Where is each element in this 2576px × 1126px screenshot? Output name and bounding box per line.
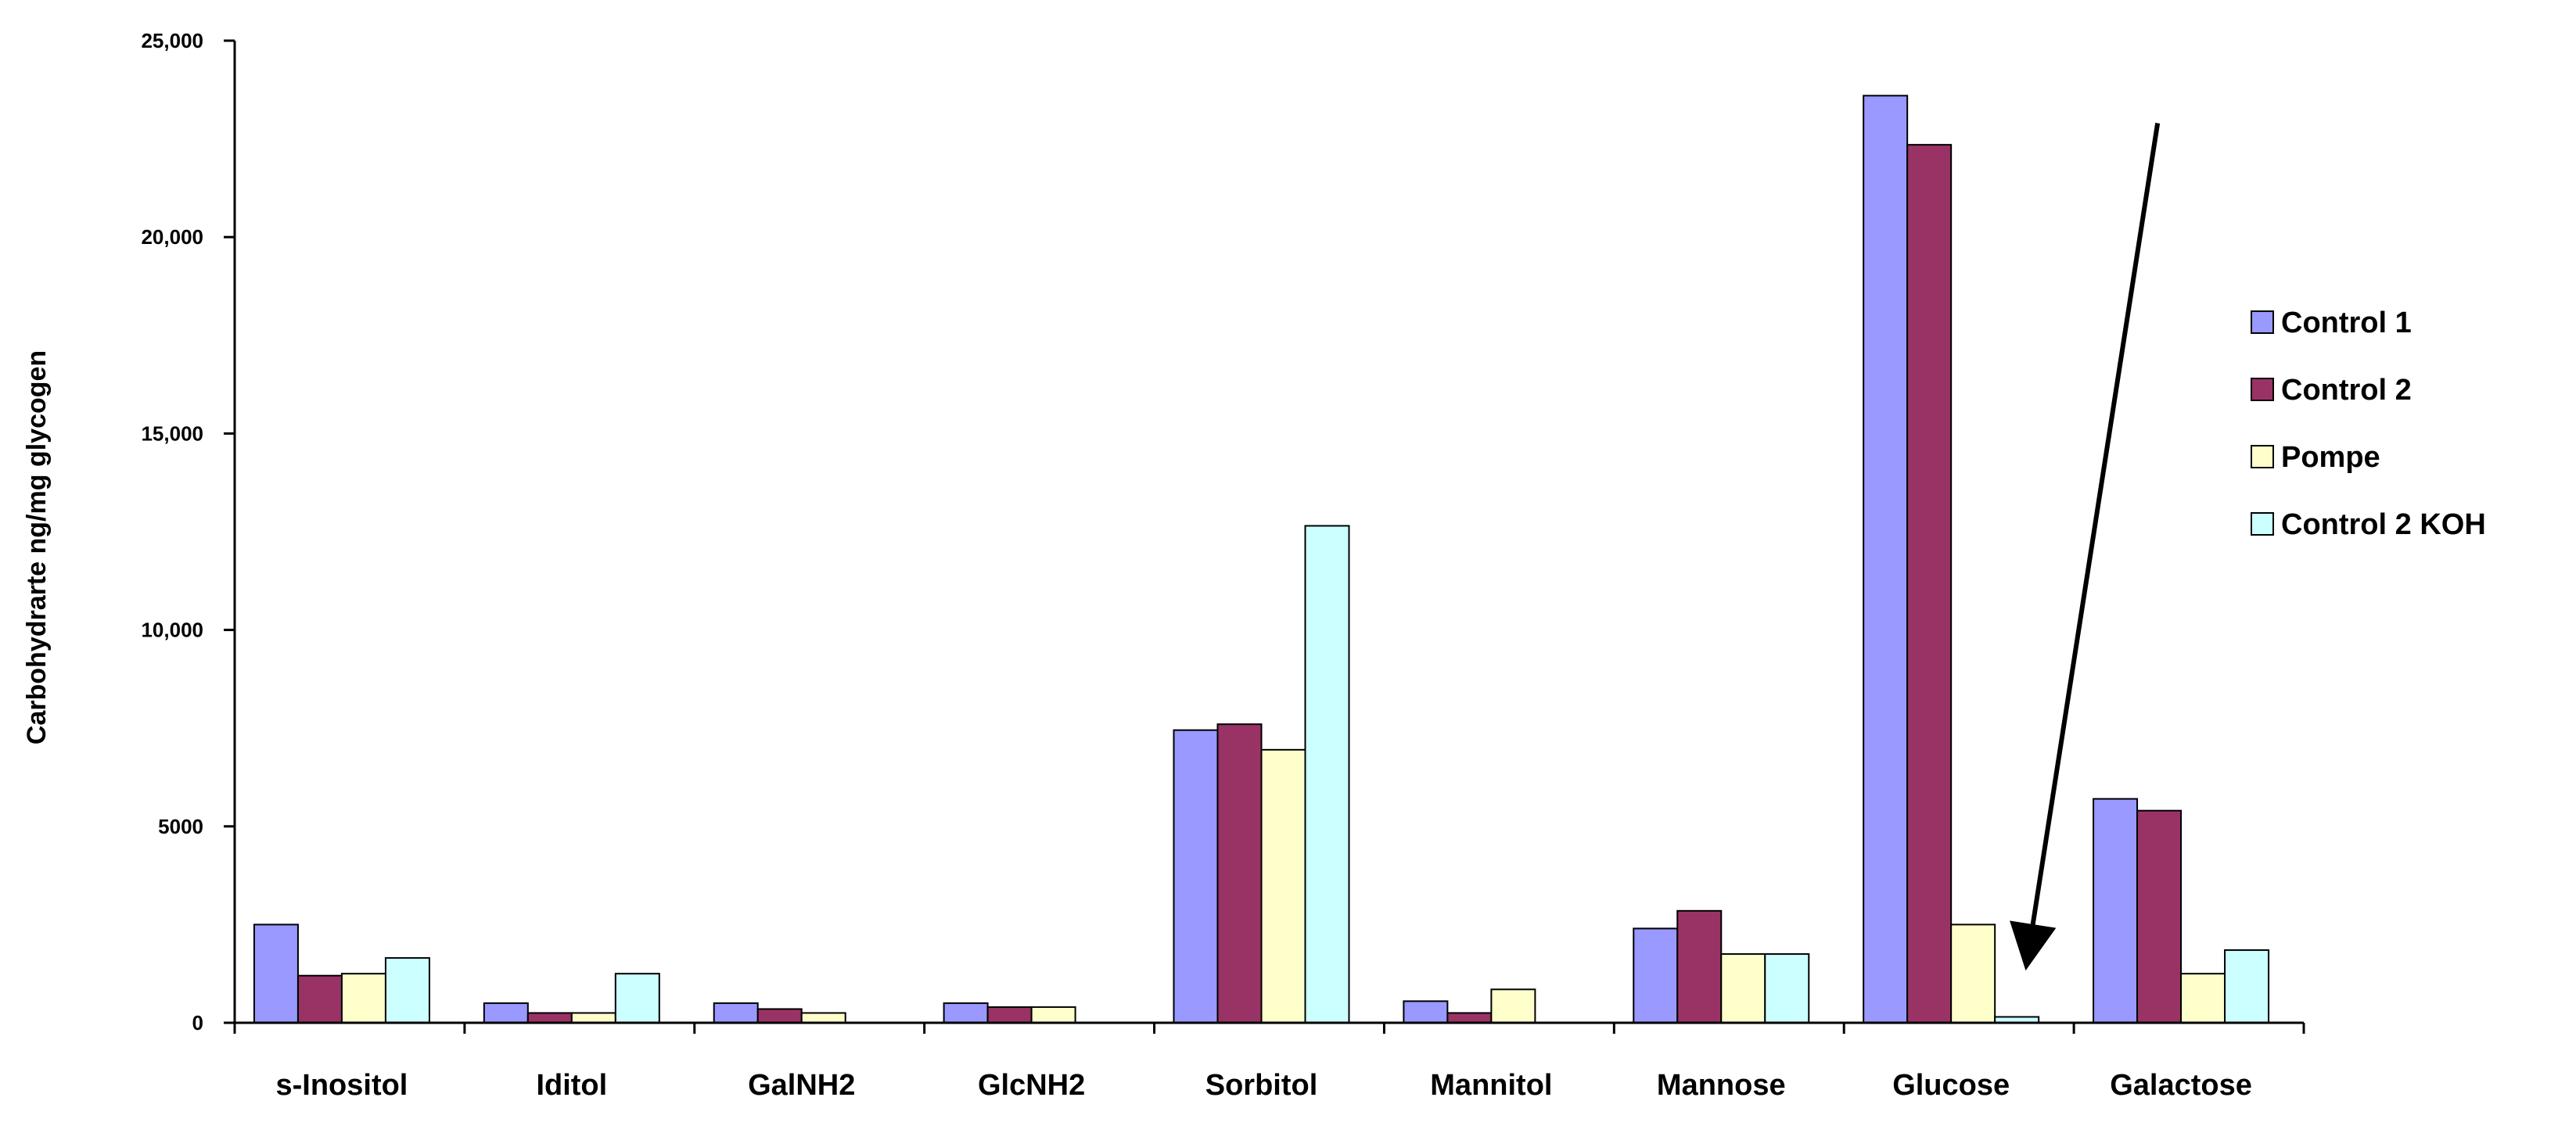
- bar-s-inositol-control-1: [253, 923, 299, 1024]
- bar-galactose-control-2-koh: [2224, 949, 2270, 1024]
- legend-label: Control 1: [2281, 307, 2412, 339]
- bar-mannose-control-2: [1676, 909, 1723, 1024]
- category-label: GlcNH2: [978, 1069, 1085, 1102]
- legend-swatch: [2251, 512, 2274, 536]
- bar-s-inositol-pompe: [340, 973, 386, 1024]
- legend-label: Control 2: [2281, 374, 2412, 407]
- bar-glucose-control-2: [1906, 144, 1953, 1024]
- legend: Control 1 Control 2 Pompe Control 2 KOH: [2251, 307, 2486, 541]
- category-label: Sorbitol: [1205, 1069, 1318, 1102]
- bar-sorbitol-control-2: [1216, 723, 1263, 1024]
- axes: [227, 41, 2304, 1024]
- bar-sorbitol-pompe: [1260, 748, 1306, 1024]
- bar-galnh2-pompe: [800, 1012, 846, 1024]
- legend-swatch: [2251, 378, 2274, 401]
- y-tick-label: 10,000: [141, 619, 203, 642]
- category-label: Mannitol: [1430, 1069, 1552, 1102]
- category-label: Mannose: [1657, 1069, 1786, 1102]
- category-label: GalNH2: [748, 1069, 855, 1102]
- y-tick-label: 0: [192, 1011, 203, 1035]
- y-tick-label: 20,000: [141, 225, 203, 249]
- y-tick-label: 25,000: [141, 29, 203, 52]
- bars: [253, 95, 2270, 1024]
- bar-glucose-pompe: [1950, 923, 1996, 1024]
- annotation-arrow: [2010, 123, 2161, 971]
- bar-iditol-control-1: [483, 1002, 529, 1024]
- bar-s-inositol-control-2-koh: [384, 957, 430, 1024]
- bar-galnh2-control-2: [756, 1008, 803, 1024]
- category-label: Glucose: [1892, 1069, 2010, 1102]
- bar-mannitol-control-2: [1446, 1012, 1493, 1024]
- bar-galnh2-control-1: [713, 1002, 759, 1024]
- y-axis-title: Carbohydrarte ng/mg glycogen: [22, 350, 52, 744]
- legend-swatch: [2251, 310, 2274, 334]
- bar-sorbitol-control-2-koh: [1304, 525, 1350, 1024]
- category-label: s-Inositol: [275, 1069, 408, 1102]
- bar-mannose-control-1: [1633, 927, 1679, 1024]
- x-axis-category-labels: s-Inositol Iditol GalNH2 GlcNH2 Sorbitol Mann…: [233, 1023, 2305, 1102]
- bar-mannose-pompe: [1720, 953, 1766, 1024]
- bar-iditol-pompe: [570, 1012, 616, 1024]
- legend-swatch: [2251, 445, 2274, 468]
- y-tick-label: 5000: [158, 815, 203, 838]
- y-tick-label: 15,000: [141, 421, 203, 445]
- bar-mannitol-control-1: [1403, 1000, 1449, 1024]
- bar-galactose-pompe: [2180, 973, 2226, 1024]
- category-label: Iditol: [536, 1069, 607, 1102]
- bar-glcnh2-control-1: [943, 1002, 989, 1024]
- legend-label: Control 2 KOH: [2281, 508, 2486, 541]
- legend-label: Pompe: [2281, 441, 2380, 474]
- bar-glucose-control-1: [1863, 95, 1909, 1024]
- bar-iditol-control-2: [526, 1012, 573, 1024]
- bar-galactose-control-2: [2136, 809, 2183, 1024]
- bar-glcnh2-control-2: [986, 1006, 1033, 1024]
- bar-mannose-control-2-koh: [1764, 953, 1810, 1024]
- bar-sorbitol-control-1: [1173, 729, 1219, 1024]
- bar-s-inositol-control-2: [296, 974, 343, 1024]
- y-axis-ticks: 0 5000 10,000 15,000 20,000 25,000: [141, 29, 235, 1035]
- category-label: Galactose: [2110, 1069, 2252, 1102]
- bar-iditol-control-2-koh: [614, 973, 660, 1024]
- bar-glcnh2-pompe: [1030, 1006, 1076, 1024]
- bar-mannitol-pompe: [1490, 988, 1536, 1024]
- bar-galactose-control-1: [2093, 798, 2139, 1024]
